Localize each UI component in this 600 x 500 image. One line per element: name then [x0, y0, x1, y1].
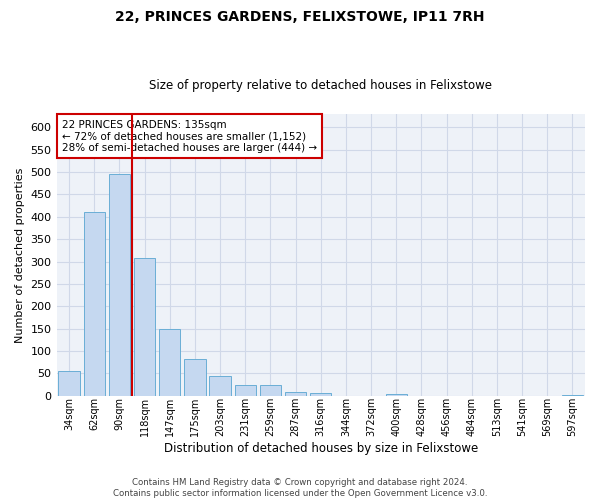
Bar: [310, 393, 331, 396]
Bar: [184, 359, 206, 396]
Bar: [235, 386, 256, 396]
Bar: [58, 371, 80, 396]
Bar: [83, 212, 105, 396]
X-axis label: Distribution of detached houses by size in Felixstowe: Distribution of detached houses by size …: [164, 442, 478, 455]
Bar: [260, 386, 281, 396]
Bar: [159, 328, 181, 396]
Y-axis label: Number of detached properties: Number of detached properties: [15, 167, 25, 342]
Bar: [562, 395, 583, 396]
Bar: [209, 376, 231, 396]
Bar: [285, 392, 307, 396]
Bar: [109, 174, 130, 396]
Bar: [134, 258, 155, 396]
Text: Contains HM Land Registry data © Crown copyright and database right 2024.
Contai: Contains HM Land Registry data © Crown c…: [113, 478, 487, 498]
Text: 22, PRINCES GARDENS, FELIXSTOWE, IP11 7RH: 22, PRINCES GARDENS, FELIXSTOWE, IP11 7R…: [115, 10, 485, 24]
Text: 22 PRINCES GARDENS: 135sqm
← 72% of detached houses are smaller (1,152)
28% of s: 22 PRINCES GARDENS: 135sqm ← 72% of deta…: [62, 120, 317, 153]
Title: Size of property relative to detached houses in Felixstowe: Size of property relative to detached ho…: [149, 79, 492, 92]
Bar: [386, 394, 407, 396]
